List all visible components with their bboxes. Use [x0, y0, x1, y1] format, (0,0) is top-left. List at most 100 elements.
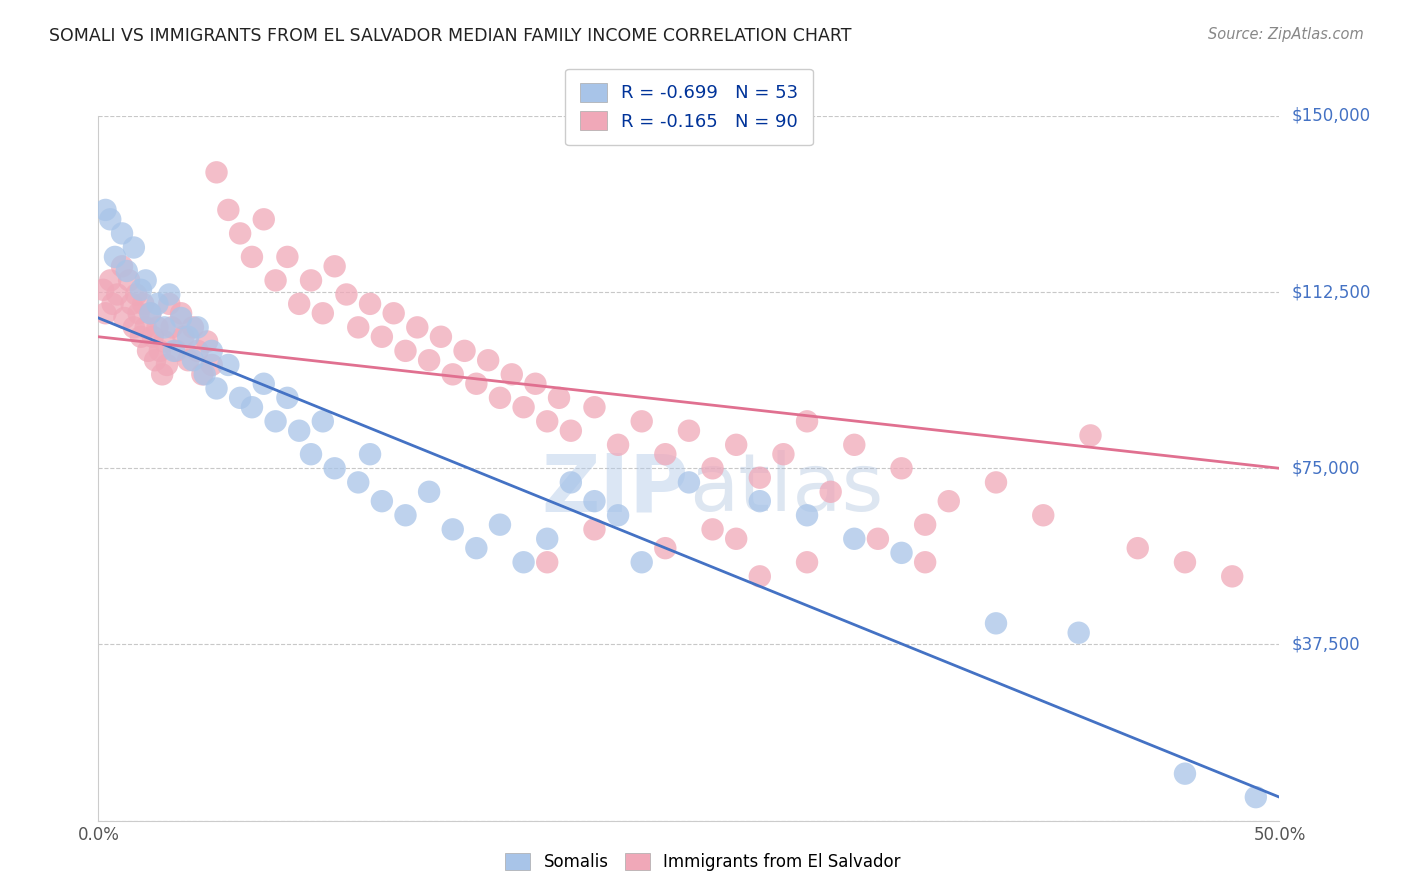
- Point: [347, 475, 370, 490]
- Point: [111, 260, 134, 274]
- Point: [607, 438, 630, 452]
- Point: [1244, 790, 1267, 805]
- Point: [678, 475, 700, 490]
- Point: [630, 555, 652, 569]
- Point: [146, 297, 169, 311]
- Point: [914, 517, 936, 532]
- Point: [866, 532, 889, 546]
- Point: [170, 310, 193, 325]
- Point: [335, 287, 357, 301]
- Legend: Somalis, Immigrants from El Salvador: Somalis, Immigrants from El Salvador: [496, 845, 910, 880]
- Point: [187, 343, 209, 358]
- Point: [104, 250, 127, 264]
- Point: [165, 343, 187, 358]
- Point: [253, 212, 276, 227]
- Point: [465, 376, 488, 391]
- Point: [112, 310, 135, 325]
- Point: [115, 264, 138, 278]
- Point: [163, 343, 186, 358]
- Point: [418, 353, 440, 368]
- Point: [94, 202, 117, 217]
- Point: [583, 494, 606, 508]
- Point: [160, 320, 183, 334]
- Point: [453, 343, 475, 358]
- Point: [191, 368, 214, 382]
- Point: [195, 334, 218, 349]
- Point: [205, 165, 228, 179]
- Point: [796, 414, 818, 428]
- Point: [136, 343, 159, 358]
- Point: [796, 555, 818, 569]
- Point: [121, 297, 143, 311]
- Point: [177, 353, 200, 368]
- Point: [489, 517, 512, 532]
- Point: [524, 376, 547, 391]
- Point: [132, 297, 155, 311]
- Point: [489, 391, 512, 405]
- Point: [139, 306, 162, 320]
- Point: [371, 330, 394, 344]
- Point: [125, 287, 148, 301]
- Point: [135, 273, 157, 287]
- Point: [149, 343, 172, 358]
- Point: [678, 424, 700, 438]
- Point: [153, 334, 176, 349]
- Point: [548, 391, 571, 405]
- Point: [94, 306, 117, 320]
- Point: [122, 320, 145, 334]
- Point: [264, 273, 287, 287]
- Point: [890, 461, 912, 475]
- Point: [725, 438, 748, 452]
- Point: [796, 508, 818, 523]
- Point: [139, 306, 162, 320]
- Point: [748, 494, 770, 508]
- Point: [177, 330, 200, 344]
- Point: [406, 320, 429, 334]
- Point: [146, 320, 169, 334]
- Point: [1174, 766, 1197, 780]
- Point: [229, 227, 252, 241]
- Point: [772, 447, 794, 461]
- Point: [441, 522, 464, 536]
- Point: [217, 202, 239, 217]
- Point: [702, 461, 724, 475]
- Point: [143, 353, 166, 368]
- Point: [607, 508, 630, 523]
- Text: $150,000: $150,000: [1291, 107, 1371, 125]
- Point: [111, 227, 134, 241]
- Point: [1126, 541, 1149, 556]
- Text: $75,000: $75,000: [1291, 459, 1360, 477]
- Text: SOMALI VS IMMIGRANTS FROM EL SALVADOR MEDIAN FAMILY INCOME CORRELATION CHART: SOMALI VS IMMIGRANTS FROM EL SALVADOR ME…: [49, 27, 852, 45]
- Point: [382, 306, 405, 320]
- Point: [914, 555, 936, 569]
- Point: [430, 330, 453, 344]
- Point: [501, 368, 523, 382]
- Point: [150, 368, 173, 382]
- Point: [441, 368, 464, 382]
- Point: [312, 414, 335, 428]
- Point: [240, 401, 263, 415]
- Point: [276, 250, 298, 264]
- Point: [583, 522, 606, 536]
- Point: [654, 541, 676, 556]
- Point: [276, 391, 298, 405]
- Point: [1174, 555, 1197, 569]
- Point: [128, 306, 150, 320]
- Point: [938, 494, 960, 508]
- Point: [288, 424, 311, 438]
- Point: [583, 401, 606, 415]
- Point: [536, 414, 558, 428]
- Point: [844, 438, 866, 452]
- Point: [512, 555, 534, 569]
- Point: [984, 475, 1007, 490]
- Point: [371, 494, 394, 508]
- Point: [156, 358, 179, 372]
- Point: [157, 287, 180, 301]
- Point: [1220, 569, 1243, 583]
- Point: [299, 273, 322, 287]
- Legend: R = -0.699   N = 53, R = -0.165   N = 90: R = -0.699 N = 53, R = -0.165 N = 90: [565, 69, 813, 145]
- Point: [264, 414, 287, 428]
- Point: [512, 401, 534, 415]
- Point: [465, 541, 488, 556]
- Point: [299, 447, 322, 461]
